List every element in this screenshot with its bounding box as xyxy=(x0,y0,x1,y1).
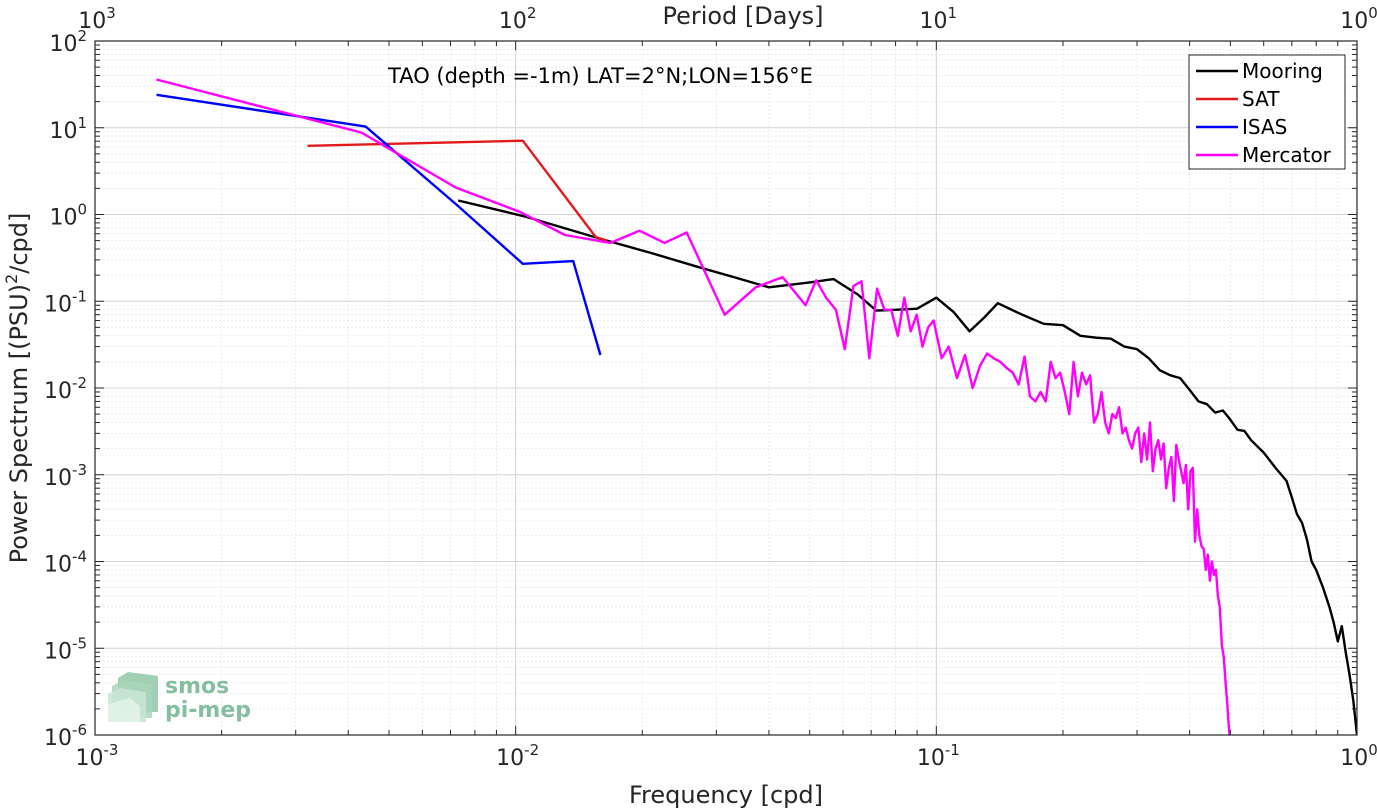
x-axis-label: Frequency [cpd] xyxy=(629,781,823,809)
major-grid xyxy=(94,40,1358,736)
legend: Mooring SAT ISAS Mercator xyxy=(1188,54,1346,170)
y-tick-label: 10-2 xyxy=(44,374,87,404)
x2-axis-label: Period [Days] xyxy=(662,2,823,30)
y-tick-label: 101 xyxy=(49,114,87,144)
y-tick-label: 10-4 xyxy=(44,548,87,578)
legend-label-mercator: Mercator xyxy=(1242,143,1332,167)
y-tick-label: 10-1 xyxy=(44,287,87,317)
y-tick-label: 102 xyxy=(49,27,87,57)
x2-tick-label: 100 xyxy=(1340,4,1377,34)
series-line-mercator xyxy=(156,78,1231,735)
x-tick-label: 10-2 xyxy=(496,741,539,771)
legend-box xyxy=(1188,54,1346,170)
y-axis-label: Power Spectrum [(PSU)2/cpd] xyxy=(2,213,33,564)
x-tick-label: 10-1 xyxy=(917,741,960,771)
tick-marks xyxy=(94,40,1358,736)
y-tick-labels: 102 101 100 10-1 10-2 10-3 10-4 10-5 10-6 xyxy=(44,27,87,751)
x-tick-label: 10-3 xyxy=(76,741,119,771)
y-tick-label: 10-3 xyxy=(44,461,87,491)
logo-text-pimep: pi-mep xyxy=(165,698,251,723)
series-group xyxy=(156,78,1357,735)
logo-text-smos: smos xyxy=(165,674,229,699)
chart-annotation: TAO (depth =-1m) LAT=2°N;LON=156°E xyxy=(387,64,813,88)
legend-label-mooring: Mooring xyxy=(1242,59,1323,83)
x2-tick-label: 102 xyxy=(499,4,537,34)
x2-tick-label: 103 xyxy=(78,4,116,34)
y-tick-label: 100 xyxy=(49,201,87,231)
smos-logo: smos pi-mep xyxy=(108,672,251,723)
x-tick-label: 100 xyxy=(1340,741,1377,771)
series-line-sat xyxy=(307,139,608,242)
legend-label-sat: SAT xyxy=(1242,87,1280,111)
y-tick-label: 10-6 xyxy=(44,721,87,751)
series-line-isas xyxy=(156,93,602,356)
legend-label-isas: ISAS xyxy=(1242,115,1287,139)
x2-tick-labels: 103 102 101 100 xyxy=(78,4,1377,34)
y-tick-label: 10-5 xyxy=(44,634,87,664)
logo-mark-icon xyxy=(108,672,158,722)
x-tick-labels: 10-3 10-2 10-1 100 xyxy=(76,741,1377,771)
x2-tick-label: 101 xyxy=(920,4,958,34)
